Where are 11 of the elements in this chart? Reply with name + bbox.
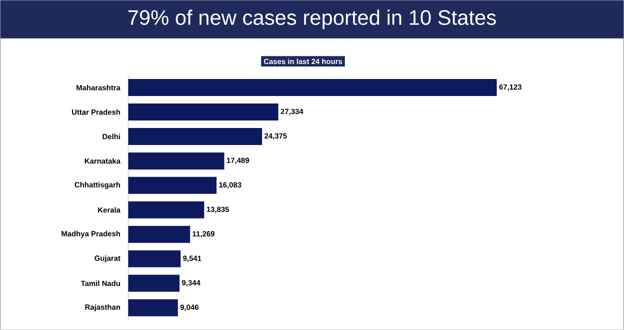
chart-title: 79% of new cases reported in 10 States: [128, 9, 496, 29]
bar: [128, 274, 180, 292]
bar: [128, 176, 217, 194]
bar: [128, 152, 224, 170]
bar: [128, 201, 204, 218]
bar: [128, 299, 178, 316]
bar: [128, 226, 190, 243]
bar: [128, 128, 262, 145]
bar: [128, 103, 278, 120]
bar: [128, 250, 181, 268]
bar: [128, 78, 497, 96]
